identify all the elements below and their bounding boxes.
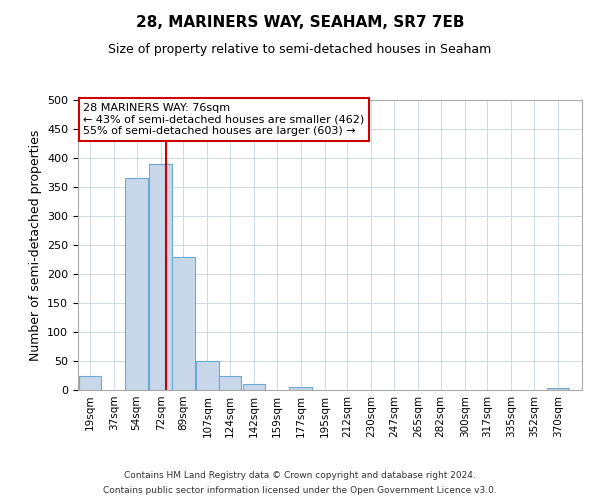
Bar (289, 387, 312, 390)
Text: Contains public sector information licensed under the Open Government Licence v3: Contains public sector information licen… (103, 486, 497, 495)
Bar (218, 376, 241, 390)
Text: Size of property relative to semi-detached houses in Seaham: Size of property relative to semi-detach… (109, 42, 491, 56)
Bar (172, 256, 194, 390)
Bar (547, 388, 569, 390)
Y-axis label: Number of semi-detached properties: Number of semi-detached properties (29, 130, 41, 360)
Bar (79, 376, 101, 390)
Text: Contains HM Land Registry data © Crown copyright and database right 2024.: Contains HM Land Registry data © Crown c… (124, 471, 476, 480)
Bar (125, 178, 148, 390)
Text: 28, MARINERS WAY, SEAHAM, SR7 7EB: 28, MARINERS WAY, SEAHAM, SR7 7EB (136, 15, 464, 30)
Text: 28 MARINERS WAY: 76sqm
← 43% of semi-detached houses are smaller (462)
55% of se: 28 MARINERS WAY: 76sqm ← 43% of semi-det… (83, 103, 364, 136)
Bar (242, 384, 265, 390)
Bar (149, 164, 172, 390)
Bar (196, 361, 218, 390)
